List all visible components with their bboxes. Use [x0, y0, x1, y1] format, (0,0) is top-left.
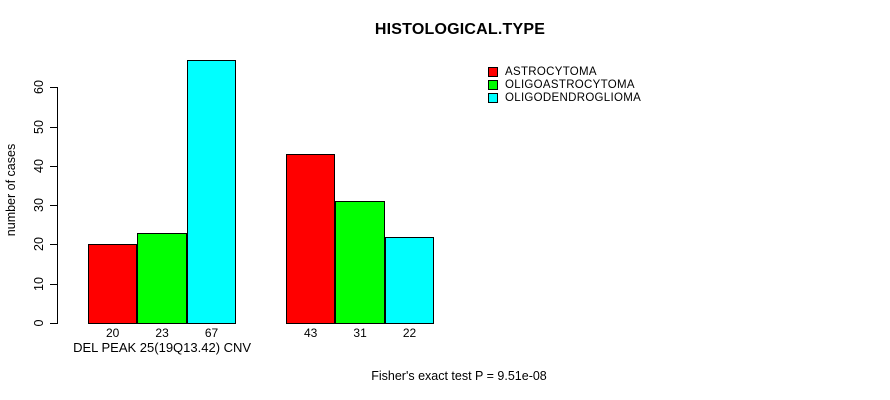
legend-swatch-oligoastrocytoma [488, 79, 498, 90]
bar-value-label-oligoastrocytoma-group1: 23 [155, 326, 169, 340]
legend: ASTROCYTOMA OLIGOASTROCYTOMA OLIGODENDROGL… [488, 65, 641, 104]
legend-label-oligodendroglioma: OLIGODENDROGLIOMA [505, 91, 642, 104]
bar-oligoastrocytoma-group1 [137, 232, 187, 324]
group-label-1: DEL PEAK 25(19Q13.42) CNV [73, 340, 252, 355]
y-tick-label: 50 [32, 119, 46, 134]
y-tick-label: 60 [32, 80, 46, 95]
legend-label-astrocytoma: ASTROCYTOMA [505, 65, 597, 78]
legend-swatch-oligodendroglioma [488, 92, 498, 103]
legend-swatch-astrocytoma [488, 66, 498, 77]
legend-label-oligoastrocytoma: OLIGOASTROCYTOMA [505, 78, 635, 91]
y-tick-mark [50, 126, 57, 128]
bar-value-label-oligodendroglioma-group1: 67 [204, 326, 219, 340]
y-tick-mark [50, 323, 57, 324]
legend-item-astrocytoma: ASTROCYTOMA [488, 65, 641, 78]
y-axis-line [57, 87, 58, 324]
legend-item-oligodendroglioma: OLIGODENDROGLIOMA [488, 91, 641, 104]
bar-value-label-oligodendroglioma-group2: 22 [402, 326, 417, 340]
chart-title: HISTOLOGICAL.TYPE [374, 21, 546, 38]
fisher-test-annotation: Fisher's exact test P = 9.51e-08 [371, 369, 547, 383]
y-tick-mark [50, 165, 57, 167]
y-tick-mark [50, 244, 57, 246]
bar-value-label-oligoastrocytoma-group2: 31 [353, 326, 367, 340]
bar-oligodendroglioma-group2 [384, 236, 435, 324]
y-tick-label: 40 [32, 158, 46, 173]
y-tick-label: 10 [32, 276, 46, 291]
bar-value-label-astrocytoma-group2: 43 [304, 326, 318, 340]
bar-astrocytoma-group1 [88, 244, 138, 324]
y-tick-mark [50, 283, 57, 285]
y-tick-label: 0 [32, 319, 46, 327]
y-tick-label: 20 [32, 237, 46, 252]
y-tick-mark [50, 87, 57, 89]
y-axis-label: number of cases [4, 143, 18, 237]
y-tick-mark [50, 205, 57, 207]
bar-oligoastrocytoma-group2 [335, 201, 385, 324]
bar-astrocytoma-group2 [286, 154, 336, 324]
y-tick-label: 30 [32, 198, 46, 213]
bar-value-label-astrocytoma-group1: 20 [106, 326, 120, 340]
bar-oligodendroglioma-group1 [186, 59, 237, 324]
legend-item-oligoastrocytoma: OLIGOASTROCYTOMA [488, 78, 641, 91]
